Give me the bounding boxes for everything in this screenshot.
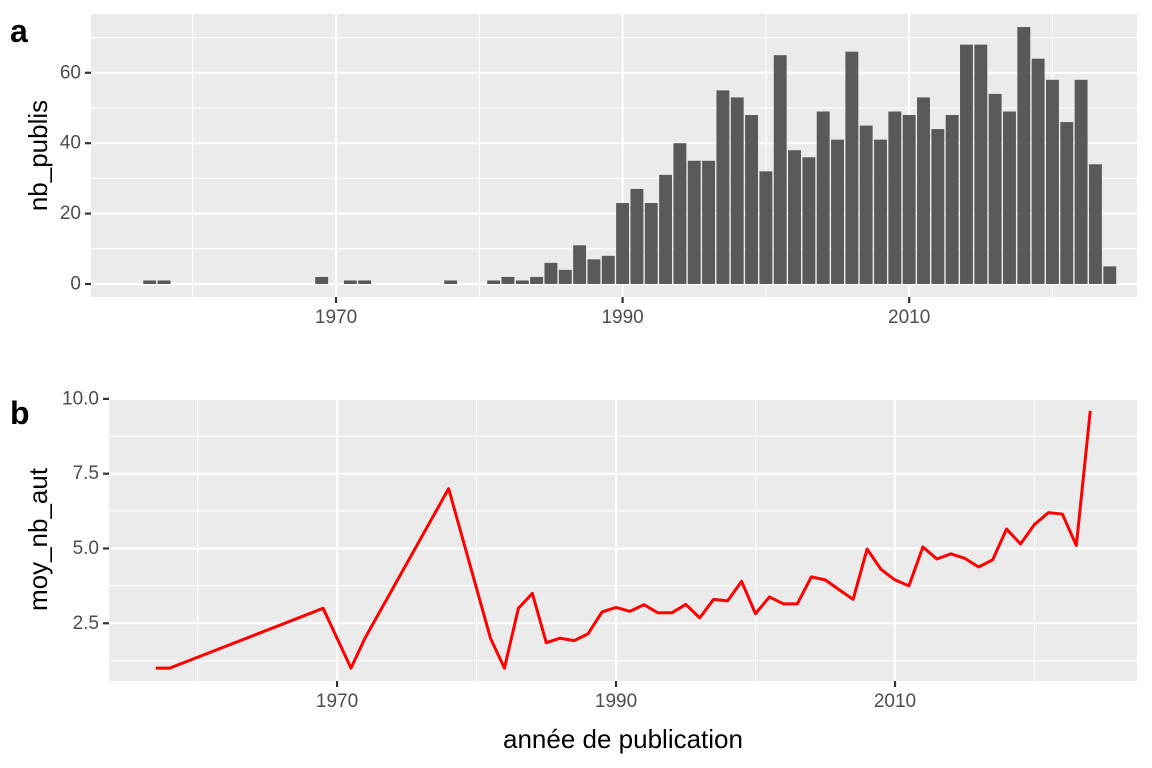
panel-tag-b: b xyxy=(10,395,30,431)
bar xyxy=(802,157,816,284)
x-tick-label: 1970 xyxy=(315,307,357,328)
bar xyxy=(143,280,157,284)
bar xyxy=(587,259,601,284)
bar xyxy=(616,203,630,284)
bar xyxy=(1031,58,1045,284)
y-axis-title: nb_publis xyxy=(23,100,53,211)
bar xyxy=(759,171,773,284)
bar xyxy=(931,129,945,284)
x-tick-label: 1970 xyxy=(316,691,358,712)
bar xyxy=(157,280,171,284)
bar xyxy=(573,245,587,284)
panel-b: 2.5 5.0 7.5 10.0 1970 1990 2010 moy_nb_aut année… xyxy=(10,388,1137,754)
bar xyxy=(487,280,501,284)
bar xyxy=(716,90,730,284)
bar xyxy=(874,139,887,284)
bar xyxy=(673,143,687,284)
bar xyxy=(1060,122,1074,284)
y-tick-label: 40 xyxy=(60,133,81,154)
bar xyxy=(1088,164,1102,284)
bar xyxy=(1003,111,1016,284)
bar xyxy=(816,111,830,284)
bar xyxy=(644,203,658,284)
bar xyxy=(1074,79,1088,284)
bar xyxy=(343,280,357,284)
bar xyxy=(773,55,787,284)
bar xyxy=(988,93,1002,284)
bar xyxy=(544,262,558,284)
bar xyxy=(1103,266,1117,284)
panel-tag-a: a xyxy=(10,13,28,49)
bar xyxy=(745,115,759,284)
bar xyxy=(687,160,701,284)
bar xyxy=(974,44,988,284)
bar xyxy=(530,276,544,284)
x-tick-label: 1990 xyxy=(595,691,637,712)
bar xyxy=(315,276,329,284)
series-line xyxy=(155,410,1092,670)
y-tick-label: 0 xyxy=(70,273,81,294)
bar xyxy=(945,115,959,284)
bar xyxy=(558,269,572,284)
bar xyxy=(730,97,744,284)
bar xyxy=(702,160,716,284)
bar xyxy=(501,276,515,284)
bar xyxy=(659,174,673,284)
bar xyxy=(902,115,916,284)
x-tick-label: 1990 xyxy=(601,307,643,328)
panel-background xyxy=(109,398,1137,681)
y-tick-label: 20 xyxy=(60,203,81,224)
y-tick-label: 60 xyxy=(60,62,81,83)
panel-a: 0 20 40 60 1970 1990 2010 nb_publis a xyxy=(10,13,1137,328)
y-tick-label: 10.0 xyxy=(62,388,99,409)
x-axis-title: année de publication xyxy=(503,724,743,754)
bar xyxy=(601,255,615,284)
bar xyxy=(358,280,372,284)
bar xyxy=(888,111,902,284)
bar xyxy=(1046,79,1059,284)
y-tick-label: 7.5 xyxy=(73,463,99,484)
bar xyxy=(630,188,644,284)
bar xyxy=(917,97,930,284)
bar xyxy=(831,139,844,284)
x-tick-label: 2010 xyxy=(874,691,916,712)
x-tick-label: 2010 xyxy=(888,307,930,328)
bar xyxy=(444,280,458,284)
y-axis-title: moy_nb_aut xyxy=(23,467,53,611)
y-tick-label: 2.5 xyxy=(73,613,99,634)
bar xyxy=(515,280,529,284)
bar xyxy=(859,125,873,284)
bar xyxy=(788,150,801,284)
y-tick-label: 5.0 xyxy=(73,538,99,559)
bar xyxy=(960,44,973,284)
bar xyxy=(1017,27,1031,284)
bar xyxy=(845,51,859,284)
